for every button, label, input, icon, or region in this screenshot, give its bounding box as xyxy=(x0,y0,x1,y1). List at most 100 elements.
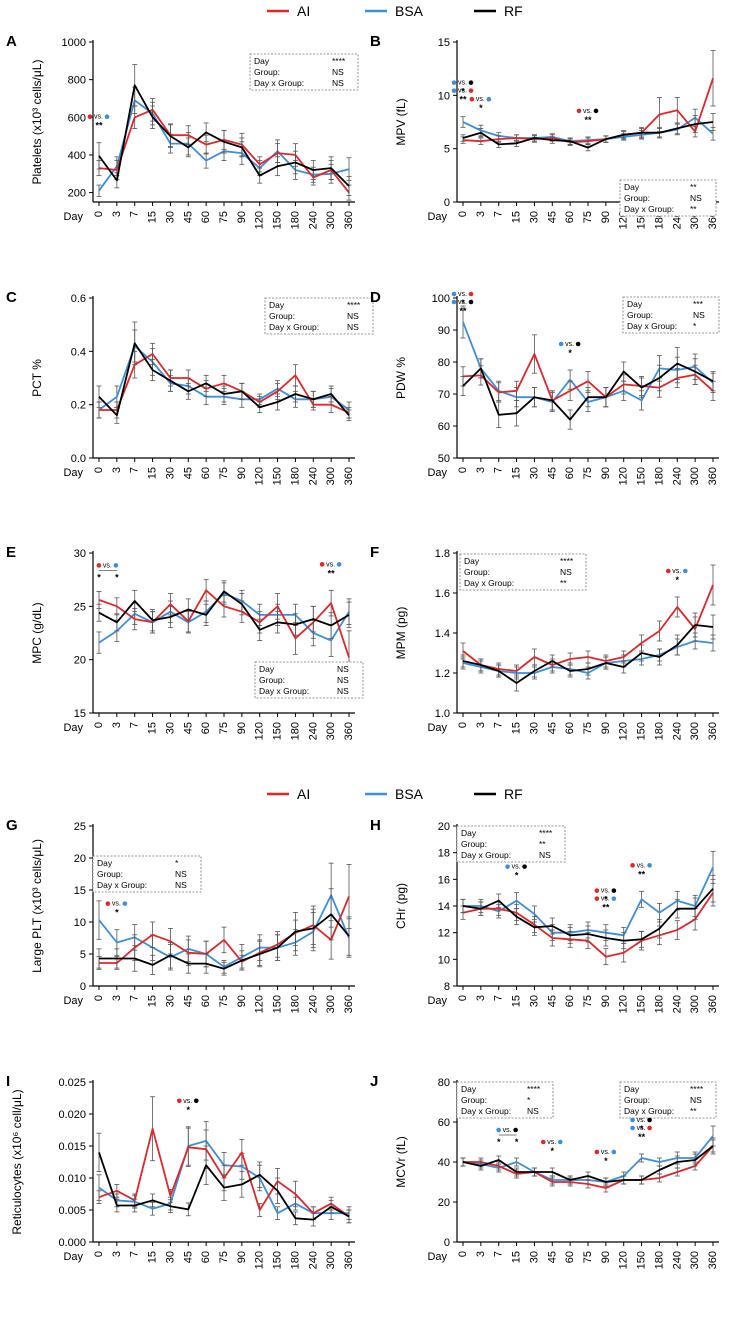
stats-box-frame xyxy=(254,661,364,699)
y-axis-title: MCVr (fL) xyxy=(394,1136,408,1188)
panel-d: D 50 60 70 80 90 100 PDW % Day 0 3 7 15 30 45 60 75 90 120… xyxy=(370,289,720,485)
x-tick-label: 0 xyxy=(457,722,469,728)
panel-letter: I xyxy=(6,1073,10,1090)
y-tick-label: 18 xyxy=(438,848,450,860)
comparison-vs: vs. xyxy=(601,1149,610,1156)
comparison-dot xyxy=(594,1149,600,1155)
y-tick-label: 60 xyxy=(438,421,450,433)
stats-box: Day * Group: NS Day x Group: NS xyxy=(92,855,202,893)
significance-annotation: *vs. xyxy=(594,1149,617,1166)
x-tick-label: 180 xyxy=(653,722,665,740)
stats-label: Day xyxy=(259,664,275,674)
significance-annotation: **vs. xyxy=(630,862,652,879)
panel-h: H 8 10 12 14 16 18 20 CHr (pg) Day 0 3 7 15 30 45 60 75 90… xyxy=(370,817,719,1013)
x-tick-label: 120 xyxy=(254,467,266,485)
y-tick-label: 50 xyxy=(438,453,450,465)
x-axis-title: Day xyxy=(63,211,83,223)
comparison-dot xyxy=(176,1098,182,1104)
x-tick-label: 15 xyxy=(511,995,523,1007)
x-tick-label: 45 xyxy=(546,467,558,479)
stats-box: Day **** Group: NS Day x Group: NS xyxy=(264,297,374,335)
significance-annotation: **vs. xyxy=(96,562,119,582)
x-tick-label: 7 xyxy=(493,467,505,473)
x-tick-label: 360 xyxy=(707,467,719,485)
stats-label: Day xyxy=(461,828,477,838)
stats-label: Day x Group: xyxy=(627,321,677,331)
x-tick-label: 150 xyxy=(272,995,284,1013)
x-axis-title: Day xyxy=(427,1251,447,1263)
stats-label: Group: xyxy=(254,67,280,77)
x-tick-label: 75 xyxy=(582,211,594,223)
y-tick-label: 1000 xyxy=(62,37,86,49)
comparison-vs: vs. xyxy=(637,1125,646,1132)
x-tick-label: 45 xyxy=(546,1251,558,1263)
significance-stars: ** xyxy=(638,1132,646,1142)
x-tick-label: 3 xyxy=(475,722,487,728)
stats-value: NS xyxy=(690,193,702,203)
legend: AI BSA RF xyxy=(267,3,523,19)
significance-stars: ** xyxy=(584,115,592,125)
x-tick-label: 0 xyxy=(457,995,469,1001)
x-tick-label: 30 xyxy=(528,467,540,479)
comparison-vs: vs. xyxy=(583,108,592,115)
y-axis-title: MPC (g/dL) xyxy=(30,602,44,663)
x-tick-label: 0 xyxy=(93,211,105,217)
stats-label: Day xyxy=(624,1084,640,1094)
stats-box-frame xyxy=(92,855,202,893)
stats-label: Day xyxy=(464,556,480,566)
legend-label-rf: RF xyxy=(504,786,523,802)
x-tick-label: 90 xyxy=(236,211,248,223)
y-tick-label: 8 xyxy=(444,981,450,993)
x-tick-label: 30 xyxy=(528,1251,540,1263)
y-tick-label: 12 xyxy=(438,928,450,940)
stats-label: Day xyxy=(269,300,285,310)
panel-letter: G xyxy=(6,817,18,834)
comparison-dot xyxy=(122,901,128,906)
x-tick-label: 0 xyxy=(457,1251,469,1257)
x-tick-label: 60 xyxy=(564,467,576,479)
significance-annotation: *vs. xyxy=(558,341,581,358)
stats-box: Day *** Group: NS Day x Group: * xyxy=(622,296,720,334)
y-tick-label: 20 xyxy=(74,655,86,667)
comparison-vs: vs. xyxy=(512,864,521,871)
stats-box: Day **** Group: NS Day x Group: ** xyxy=(459,553,587,591)
stats-value: NS xyxy=(332,78,344,88)
x-tick-label: 15 xyxy=(511,467,523,479)
comparison-dot xyxy=(647,1125,652,1131)
stats-label: Day x Group: xyxy=(464,578,514,588)
stats-box: Day ** Group: NS Day x Group: ** xyxy=(619,179,717,217)
legend-label-ai: AI xyxy=(297,786,310,802)
x-tick-label: 0 xyxy=(93,1251,105,1257)
comparison-vs: vs. xyxy=(458,88,467,95)
significance-annotation: *vs. xyxy=(451,80,474,97)
comparison-dot xyxy=(611,1149,617,1155)
x-tick-label: 60 xyxy=(200,722,212,734)
comparison-dot xyxy=(451,299,457,305)
y-tick-label: 0.2 xyxy=(71,400,86,412)
comparison-vs: vs. xyxy=(672,568,681,575)
comparison-dot xyxy=(104,114,110,120)
x-tick-label: 15 xyxy=(147,995,159,1007)
x-tick-label: 150 xyxy=(636,1251,648,1269)
comparison-dot xyxy=(451,88,457,93)
y-tick-label: 15 xyxy=(438,37,450,49)
stats-value: ** xyxy=(690,1106,697,1116)
comparison-vs: vs. xyxy=(565,341,574,348)
x-tick-label: 90 xyxy=(236,1251,248,1263)
x-tick-label: 360 xyxy=(343,467,355,485)
y-tick-label: 0.6 xyxy=(71,293,86,305)
x-tick-label: 240 xyxy=(671,1251,683,1269)
comparison-vs: vs. xyxy=(326,561,335,568)
x-tick-label: 150 xyxy=(636,722,648,740)
x-tick-label: 300 xyxy=(325,211,337,229)
x-tick-label: 120 xyxy=(618,1251,630,1269)
y-axis-title: Reticulocytes (x10⁶ cell/μL) xyxy=(10,1089,24,1234)
x-tick-label: 180 xyxy=(653,467,665,485)
x-tick-label: 60 xyxy=(564,995,576,1007)
significance-stars: * xyxy=(115,908,119,918)
significance-annotation: *vs. xyxy=(105,901,128,918)
y-tick-label: 1.0 xyxy=(435,708,450,720)
y-tick-label: 5 xyxy=(444,144,450,156)
y-tick-label: 40 xyxy=(438,1157,450,1169)
